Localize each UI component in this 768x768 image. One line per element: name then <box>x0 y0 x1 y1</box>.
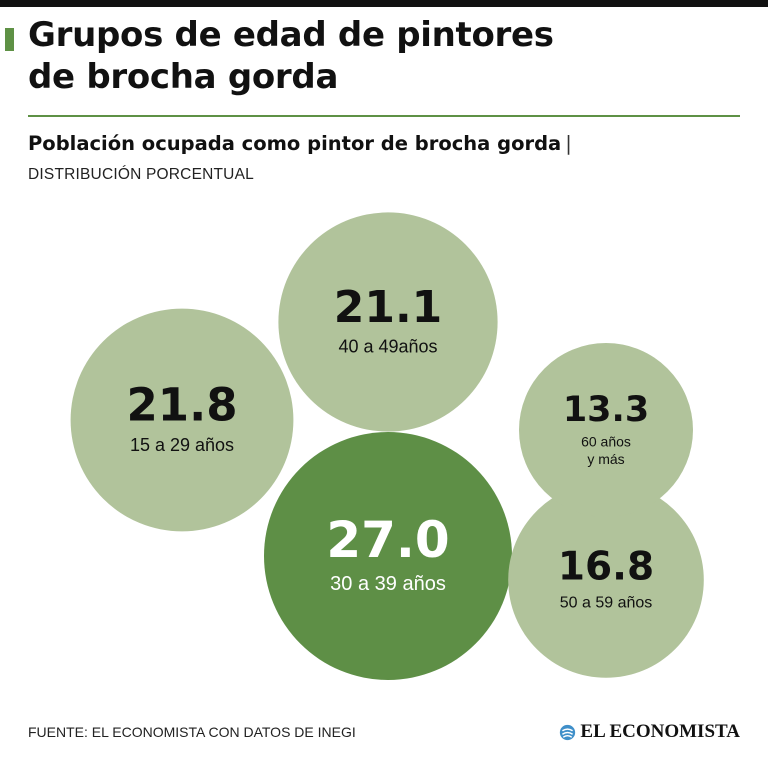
bubble-chart: 21.8 15 a 29 años 27.0 30 a 39 años 21.1 40 a… <box>0 200 768 700</box>
bubble-label-60-anos-y-mas-line-2: y más <box>587 451 624 467</box>
bubble-circle-30-a-39-anos <box>264 432 512 680</box>
source-note: FUENTE: EL ECONOMISTA CON DATOS DE INEGI <box>28 724 356 740</box>
bubble-label-40-a-49anos: 40 a 49años <box>338 337 437 357</box>
title-line-2: de brocha gorda <box>28 57 339 97</box>
bubble-15-a-29-anos: 21.8 15 a 29 años <box>70 308 294 532</box>
bubble-50-a-59-anos: 16.8 50 a 59 años <box>508 482 704 678</box>
bubble-60-anos-y-mas: 13.3 60 años y más <box>519 343 693 517</box>
bubble-value-30-a-39-anos: 27.0 <box>326 511 449 569</box>
subtitle-separator: | <box>565 132 572 155</box>
bubble-label-30-a-39-anos: 30 a 39 años <box>330 573 446 595</box>
top-bar <box>0 0 768 7</box>
bubble-circle-50-a-59-anos <box>508 482 704 678</box>
bubble-label-50-a-59-anos: 50 a 59 años <box>560 595 653 612</box>
bubble-40-a-49anos: 21.1 40 a 49años <box>278 212 498 432</box>
title-divider <box>28 115 740 117</box>
bubble-30-a-39-anos: 27.0 30 a 39 años <box>264 432 512 680</box>
bubble-value-15-a-29-anos: 21.8 <box>126 379 237 432</box>
subtitle-text: Población ocupada como pintor de brocha … <box>28 132 562 155</box>
title-accent-mark <box>5 28 14 51</box>
el-economista-swirl-icon <box>560 724 576 740</box>
bubble-chart-svg: 21.8 15 a 29 años 27.0 30 a 39 años 21.1 40 a… <box>70 212 704 680</box>
brand-name: EL ECONOMISTA <box>580 721 740 742</box>
bubble-value-40-a-49anos: 21.1 <box>334 282 443 333</box>
bubble-label-60-anos-y-mas-line-1: 60 años <box>581 433 631 449</box>
title-line-1: Grupos de edad de pintores <box>28 15 554 55</box>
chart-subtitle: Población ocupada como pintor de brocha … <box>28 130 748 158</box>
bubble-label-15-a-29-anos: 15 a 29 años <box>130 435 234 455</box>
bubble-value-60-anos-y-mas: 13.3 <box>563 390 649 430</box>
brand-logo: EL ECONOMISTA <box>559 720 740 744</box>
page-title: Grupos de edad de pintores de brocha gor… <box>28 14 748 98</box>
unit-label: DISTRIBUCIÓN PORCENTUAL <box>28 166 254 183</box>
bubble-value-50-a-59-anos: 16.8 <box>558 545 654 590</box>
bubble-circle-60-anos-y-mas <box>519 343 693 517</box>
bubble-circle-15-a-29-anos <box>70 308 294 532</box>
bubble-circle-40-a-49anos <box>278 212 498 432</box>
